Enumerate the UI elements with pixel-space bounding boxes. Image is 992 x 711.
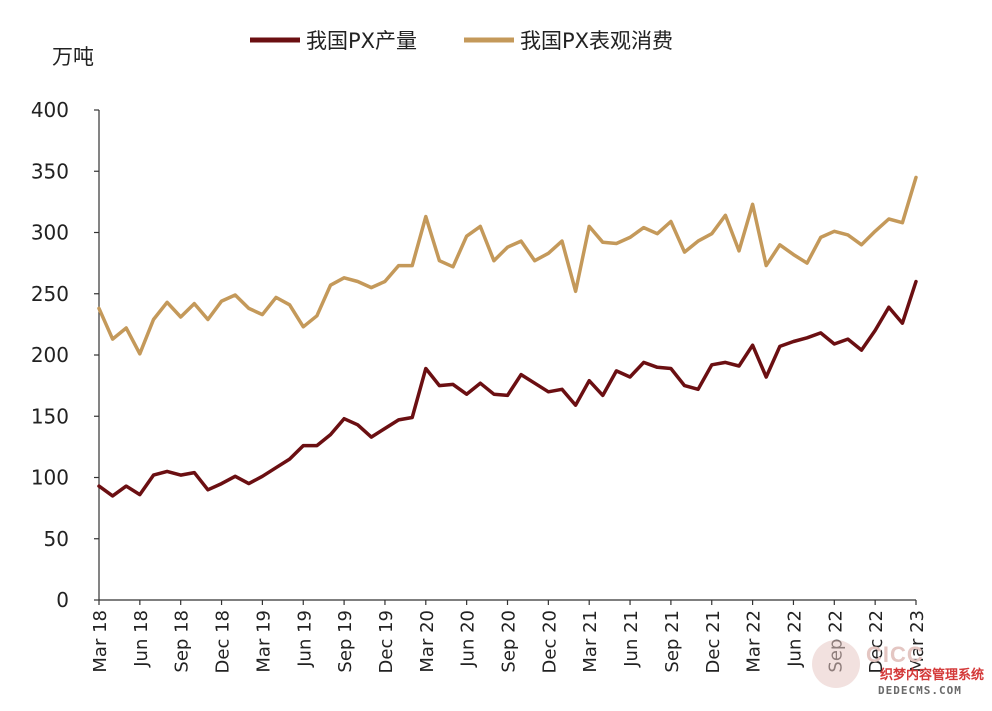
x-tick-label: Dec 22 — [866, 610, 887, 673]
y-tick-label: 0 — [56, 588, 69, 612]
x-tick-label: Dec 18 — [213, 610, 234, 673]
x-tick-label: Jun 20 — [458, 610, 479, 668]
x-tick-label: Mar 18 — [90, 610, 111, 673]
x-tick-label: Mar 21 — [580, 610, 601, 673]
axes — [98, 110, 916, 601]
legend-label-consumption: 我国PX表观消费 — [520, 29, 673, 53]
watermark-logo-icon — [812, 640, 860, 688]
series-group — [97, 175, 918, 498]
y-tick-label: 100 — [31, 466, 69, 490]
x-tick-label: Dec 19 — [376, 610, 397, 673]
y-tick-label: 400 — [31, 98, 69, 122]
legend-label-production: 我国PX产量 — [306, 29, 417, 53]
x-tick-label: Jun 18 — [131, 610, 152, 668]
y-axis-title: 万吨 — [52, 45, 94, 69]
x-tick-label: Jun 19 — [294, 610, 315, 668]
series-line-production — [97, 279, 918, 498]
x-tick-label: Sep 19 — [335, 610, 356, 673]
x-tick-label: Jun 22 — [784, 610, 805, 668]
y-tick-label: 200 — [31, 343, 69, 367]
x-tick-label: Jun 21 — [621, 610, 642, 668]
x-tick-label: Mar 23 — [907, 610, 928, 673]
x-tick-label: Dec 20 — [539, 610, 560, 673]
x-tick-label: Dec 21 — [703, 610, 724, 673]
y-tick-label: 150 — [31, 404, 69, 428]
chart-legend: 我国PX产量 我国PX表观消费 — [250, 29, 673, 53]
y-tick-label: 50 — [44, 527, 69, 551]
series-line-consumption — [97, 175, 918, 356]
x-tick-label: Sep 20 — [499, 610, 520, 673]
y-tick-label: 350 — [31, 159, 69, 183]
watermark-site-cn: 织梦内容管理系统 — [880, 668, 985, 683]
x-tick-label: Mar 20 — [417, 610, 438, 673]
y-axis-ticks: 0 50 100 150 200 250 300 350 400 — [31, 98, 99, 612]
x-tick-label: Sep 21 — [662, 610, 683, 673]
x-tick-label: Mar 22 — [744, 610, 765, 673]
y-tick-label: 300 — [31, 221, 69, 245]
y-tick-label: 250 — [31, 282, 69, 306]
x-tick-label: Mar 19 — [253, 610, 274, 673]
watermark-brand: CICC — [866, 642, 924, 667]
watermark-site-en: DEDECMS.COM — [878, 684, 962, 697]
x-tick-label: Sep 18 — [172, 610, 193, 673]
x-axis-ticks: Mar 18 Jun 18 Sep 18 Dec 18 Mar 19 Jun 19 Sep … — [90, 600, 928, 673]
